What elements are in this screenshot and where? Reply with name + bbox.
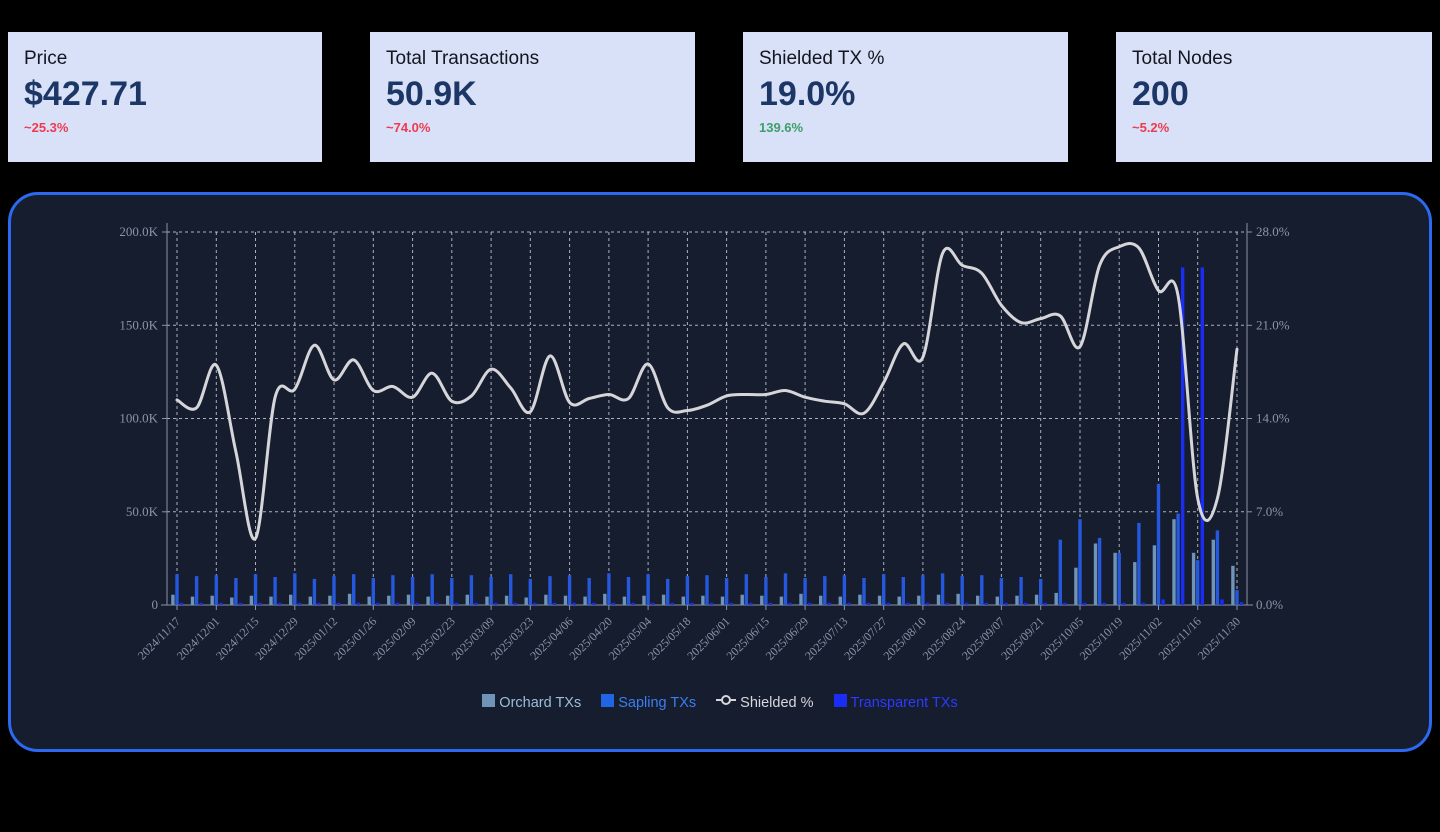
- card-title: Shielded TX %: [759, 48, 885, 69]
- card-title: Price: [24, 48, 68, 69]
- svg-text:0: 0: [152, 597, 159, 612]
- legend-item-shielded-pct[interactable]: Shielded %: [716, 695, 814, 711]
- sapling-swatch-icon: [601, 693, 615, 707]
- card-value: 19.0%: [759, 75, 856, 113]
- svg-text:200.0K: 200.0K: [119, 224, 158, 239]
- stat-card-total-transactions: Total Transactions 50.9K ~74.0%: [370, 32, 695, 162]
- stat-cards-row: Price $427.71 ~25.3% Total Transactions …: [8, 32, 1432, 162]
- card-value: 200: [1132, 75, 1189, 113]
- card-delta: 139.6%: [759, 120, 804, 135]
- svg-text:7.0%: 7.0%: [1256, 504, 1283, 519]
- legend-item-orchard-txs[interactable]: Orchard TXs: [482, 693, 582, 711]
- legend-label: Transparent TXs: [850, 695, 958, 711]
- legend-label: Sapling TXs: [618, 695, 697, 711]
- card-delta: ~74.0%: [386, 120, 431, 135]
- legend-item-transparent-txs[interactable]: Transparent TXs: [833, 693, 958, 711]
- stat-card-total-nodes: Total Nodes 200 ~5.2%: [1116, 32, 1432, 162]
- card-value: 50.9K: [386, 75, 477, 113]
- card-title: Total Transactions: [386, 48, 540, 69]
- svg-text:2025/11/30: 2025/11/30: [1195, 614, 1243, 662]
- card-delta: ~5.2%: [1132, 120, 1170, 135]
- svg-text:50.0K: 50.0K: [126, 504, 159, 519]
- svg-text:100.0K: 100.0K: [119, 411, 158, 426]
- stat-card-price: Price $427.71 ~25.3%: [8, 32, 322, 162]
- card-title: Total Nodes: [1132, 48, 1233, 69]
- transparent-swatch-icon: [833, 693, 847, 707]
- line-marker-icon: [716, 695, 737, 705]
- card-value: $427.71: [24, 75, 147, 113]
- svg-text:28.0%: 28.0%: [1256, 224, 1290, 239]
- legend-item-sapling-txs[interactable]: Sapling TXs: [601, 693, 697, 711]
- svg-text:21.0%: 21.0%: [1256, 317, 1290, 332]
- transactions-chart-panel: 0 50.0K 100.0K 150.0K 200.0K 0.0% 7.0% 14.0% 21.…: [8, 192, 1432, 752]
- orchard-swatch-icon: [482, 693, 496, 707]
- chart-legend: Orchard TXs Sapling TXs Shielded % Trans…: [11, 693, 1429, 711]
- stat-card-shielded-tx-pct: Shielded TX % 19.0% 139.6%: [743, 32, 1068, 162]
- svg-text:0.0%: 0.0%: [1256, 597, 1283, 612]
- svg-text:150.0K: 150.0K: [119, 317, 158, 332]
- transactions-shielded-chart[interactable]: 0 50.0K 100.0K 150.0K 200.0K 0.0% 7.0% 14.0% 21.…: [11, 195, 1429, 747]
- card-delta: ~25.3%: [24, 120, 69, 135]
- legend-label: Orchard TXs: [499, 695, 582, 711]
- legend-label: Shielded %: [740, 695, 814, 711]
- svg-text:14.0%: 14.0%: [1256, 411, 1290, 426]
